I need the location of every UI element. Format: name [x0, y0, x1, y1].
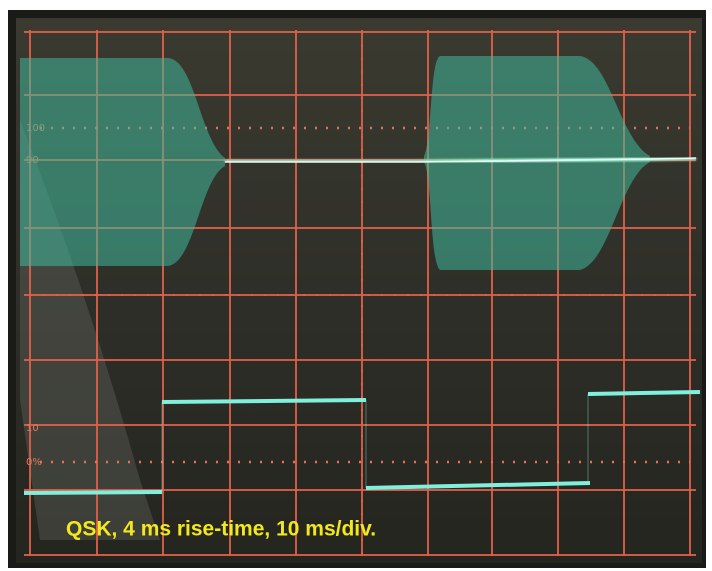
graticule-label: 0%	[26, 457, 42, 468]
rf-envelope	[20, 56, 697, 270]
keying-trace	[23, 390, 701, 495]
graticule-label: 10	[26, 423, 39, 434]
caption: QSK, 4 ms rise-time, 10 ms/div.	[66, 518, 376, 541]
